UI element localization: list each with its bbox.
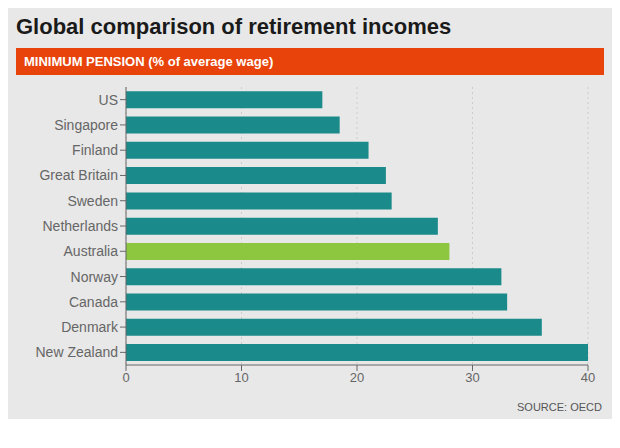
- svg-text:New Zealand: New Zealand: [36, 344, 119, 360]
- svg-text:Denmark: Denmark: [61, 319, 119, 335]
- svg-text:US: US: [99, 92, 118, 108]
- svg-text:Netherlands: Netherlands: [43, 218, 119, 234]
- svg-text:Finland: Finland: [72, 142, 118, 158]
- html-text:MINIMUM PENSION (% of average: MINIMUM PENSION (% of average wage): [24, 54, 274, 69]
- svg-text:20: 20: [350, 370, 364, 385]
- html-text:SOURCE: OECD: SOURCE: OECD: [517, 401, 602, 413]
- svg-text:30: 30: [465, 370, 479, 385]
- svg-text:10: 10: [234, 370, 248, 385]
- svg-text:Great Britain: Great Britain: [39, 167, 118, 183]
- svg-text:40: 40: [581, 370, 595, 385]
- svg-text:0: 0: [122, 370, 129, 385]
- html-text:Global comparison of retiremen: Global comparison of retirement incomes: [16, 14, 452, 39]
- svg-text:Australia: Australia: [64, 243, 119, 259]
- svg-text:Sweden: Sweden: [67, 193, 118, 209]
- svg-text:Norway: Norway: [71, 269, 118, 285]
- svg-text:Singapore: Singapore: [54, 117, 118, 133]
- svg-text:Canada: Canada: [69, 294, 118, 310]
